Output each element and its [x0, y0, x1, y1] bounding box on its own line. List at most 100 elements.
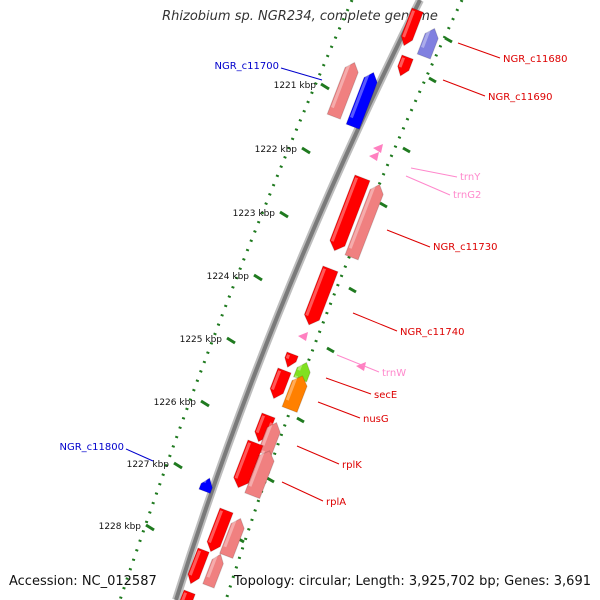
gene-label: NGR_c11740	[400, 327, 465, 338]
gene-label: trnG2	[453, 190, 481, 201]
gene-label: NGR_c11690	[488, 92, 553, 103]
label-leader-line	[317, 401, 361, 419]
gene-ngr-c11680-body	[400, 7, 424, 47]
label-leader-line	[280, 67, 323, 81]
gene-lower-5	[179, 589, 196, 600]
gene-lower-3	[187, 547, 210, 585]
gene-ngr-c11680-inner	[416, 27, 439, 60]
gene-label: rplK	[342, 460, 362, 471]
gene-small-2-shade	[271, 370, 282, 390]
gene-label: secE	[374, 390, 397, 401]
scale-tick-label: 1223 kbp	[233, 209, 276, 219]
gene-rplK-pre-shade	[255, 415, 266, 434]
gene-small-2	[269, 367, 292, 400]
scale-tick-mark	[279, 210, 289, 219]
gene-rplA-pre-body	[233, 439, 264, 489]
scale-tick-label: 1221 kbp	[274, 81, 317, 91]
label-leader-line	[457, 42, 501, 59]
gene-rplA-pre-shade	[234, 442, 252, 479]
gene-lower-4-shade	[206, 554, 219, 578]
gene-ngr-c11800	[198, 477, 213, 495]
inner-tick-mark	[266, 476, 275, 484]
gene-label: NGR_c11800	[60, 442, 125, 453]
label-leader-line	[410, 167, 458, 178]
scale-tick-mark	[301, 146, 311, 155]
accession-text: Accession: NC_012587	[9, 574, 157, 589]
gene-ngr-c11800-shade	[202, 478, 208, 484]
gene-lower-5-body	[179, 589, 196, 600]
gene-label: nusG	[363, 414, 389, 425]
gene-ngr-c11700-pink-body	[326, 61, 359, 120]
trna-arrow-2	[298, 332, 308, 341]
gene-label: trnW	[382, 368, 406, 379]
gene-lower-1-body	[206, 507, 234, 553]
gene-ngr-c11730-inner-shade	[348, 184, 377, 249]
trna-arrow-1	[369, 152, 379, 161]
label-leader-line	[442, 79, 486, 97]
gene-label: rplA	[326, 497, 346, 508]
label-leader-line	[325, 377, 372, 395]
gene-lower-1-shade	[208, 510, 224, 544]
gene-ngr-c11730-body	[329, 174, 371, 252]
gene-rplK-shade	[261, 422, 274, 446]
label-leader-line	[352, 312, 398, 332]
gene-small-1-shade	[285, 354, 291, 360]
inner-tick-mark	[444, 36, 453, 44]
gene-lower-4	[202, 553, 224, 589]
gene-ngr-c11700-body	[345, 71, 378, 130]
gene-ngr-c11800-body	[198, 477, 213, 495]
genome-backbone-core	[174, 0, 422, 600]
scale-tick-label: 1225 kbp	[180, 335, 223, 345]
outer-track-dots	[118, 0, 354, 600]
gene-nusG	[281, 375, 308, 413]
gene-small-1-body	[284, 351, 299, 368]
inner-tick-mark	[348, 286, 357, 294]
label-leader-line	[386, 229, 431, 248]
inner-tick-mark	[428, 76, 437, 84]
gene-ngr-c11690-shade	[398, 57, 406, 68]
inner-tick-mark	[402, 146, 411, 154]
gene-lower-3-shade	[188, 550, 202, 576]
label-leader-line	[405, 175, 451, 196]
gene-ngr-c11700-pink	[326, 61, 359, 120]
scale-tick-mark	[145, 523, 155, 532]
trna-arrow-0	[373, 144, 383, 153]
gene-label: NGR_c11700	[215, 61, 280, 72]
gene-ngr-c11690	[397, 54, 414, 77]
inner-tick-mark	[296, 416, 305, 424]
scale-tick-mark	[320, 82, 330, 91]
gene-ngr-c11680	[400, 7, 424, 47]
trna-arrow-3	[356, 362, 366, 371]
label-leader-line	[281, 481, 324, 502]
gene-ngr-c11730-inner	[344, 183, 384, 261]
map-title: Rhizobium sp. NGR234, complete genome	[162, 9, 438, 24]
gene-ngr-c11700-shade	[350, 72, 371, 119]
scale-tick-mark	[253, 273, 263, 282]
gene-lower-5-shade	[180, 592, 188, 600]
scale-tick-label: 1228 kbp	[99, 522, 142, 532]
gene-ngr-c11680-inner-shade	[421, 28, 432, 48]
gene-ngr-c11730-shade	[330, 177, 359, 242]
gene-secE-shade	[297, 362, 304, 371]
gene-ngr-c11690-body	[397, 54, 414, 77]
gene-ngr-c11730	[329, 174, 371, 252]
label-leader-line	[296, 445, 340, 465]
gene-ngr-c11680-shade	[402, 10, 416, 38]
gene-lower-4-body	[202, 553, 224, 589]
gene-rplA	[244, 450, 275, 500]
inner-tick-mark	[326, 346, 335, 354]
gene-rplA-pre	[233, 439, 264, 489]
gene-lower-2	[219, 517, 245, 560]
scale-tick-mark	[200, 399, 210, 408]
scale-tick-label: 1226 kbp	[154, 398, 197, 408]
scale-tick-mark	[173, 461, 183, 470]
gene-label: NGR_c11680	[503, 54, 568, 65]
gene-small-2-body	[269, 367, 292, 400]
gene-lower-1	[206, 507, 234, 553]
gene-ngr-c11680-inner-body	[416, 27, 439, 60]
gene-rplA-shade	[248, 450, 266, 487]
gene-small-1	[284, 351, 299, 368]
gene-ngr-c11740	[303, 265, 339, 326]
gene-lower-3-body	[187, 547, 210, 585]
